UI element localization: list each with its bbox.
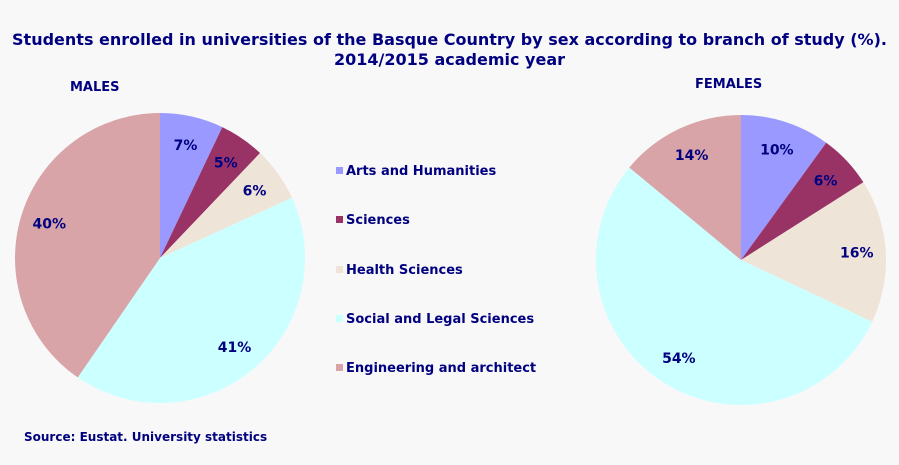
pie-slice-1-3 — [596, 167, 873, 405]
pie-slice-0-1 — [160, 127, 261, 258]
legend-swatch — [336, 167, 343, 174]
data-label-1-3: 54% — [662, 351, 696, 367]
pie-slice-0-2 — [160, 153, 292, 258]
data-label-1-4: 14% — [675, 148, 709, 164]
legend-item-arts: Arts and Humanities — [336, 164, 496, 179]
males-title: MALES — [70, 80, 120, 95]
legend-swatch — [336, 266, 343, 273]
data-label-1-0: 10% — [760, 143, 794, 159]
pie-slice-0-0 — [160, 113, 223, 258]
pie-slice-1-4 — [629, 115, 741, 260]
data-label-0-3: 41% — [218, 340, 252, 356]
data-label-1-2: 16% — [840, 246, 874, 262]
pie-slice-0-3 — [77, 197, 305, 403]
data-label-0-1: 5% — [214, 155, 238, 171]
pie-slice-1-0 — [741, 115, 827, 260]
legend-swatch — [336, 216, 343, 223]
legend-item-sciences: Sciences — [336, 213, 410, 228]
legend-item-engineering: Engineering and architect — [336, 361, 536, 376]
data-label-0-0: 7% — [174, 138, 198, 154]
legend-item-social: Social and Legal Sciences — [336, 312, 534, 327]
females-title: FEMALES — [695, 77, 763, 92]
pie-slice-0-4 — [15, 113, 161, 378]
legend-swatch — [336, 315, 343, 322]
data-label-0-4: 40% — [32, 217, 66, 233]
chart-title: Students enrolled in universities of the… — [12, 30, 887, 69]
legend-label: Sciences — [346, 213, 410, 228]
source-note: Source: Eustat. University statistics — [24, 430, 268, 444]
legend-label: Engineering and architect — [346, 361, 537, 376]
pie-slice-1-1 — [741, 142, 864, 260]
legend-label: Arts and Humanities — [346, 164, 497, 179]
pie-slice-1-2 — [741, 182, 886, 322]
legend-swatch — [336, 364, 343, 371]
legend-label: Health Sciences — [346, 263, 463, 278]
data-label-0-2: 6% — [243, 184, 267, 200]
legend-label: Social and Legal Sciences — [346, 312, 535, 327]
legend-item-health: Health Sciences — [336, 263, 463, 278]
data-label-1-1: 6% — [814, 174, 838, 190]
